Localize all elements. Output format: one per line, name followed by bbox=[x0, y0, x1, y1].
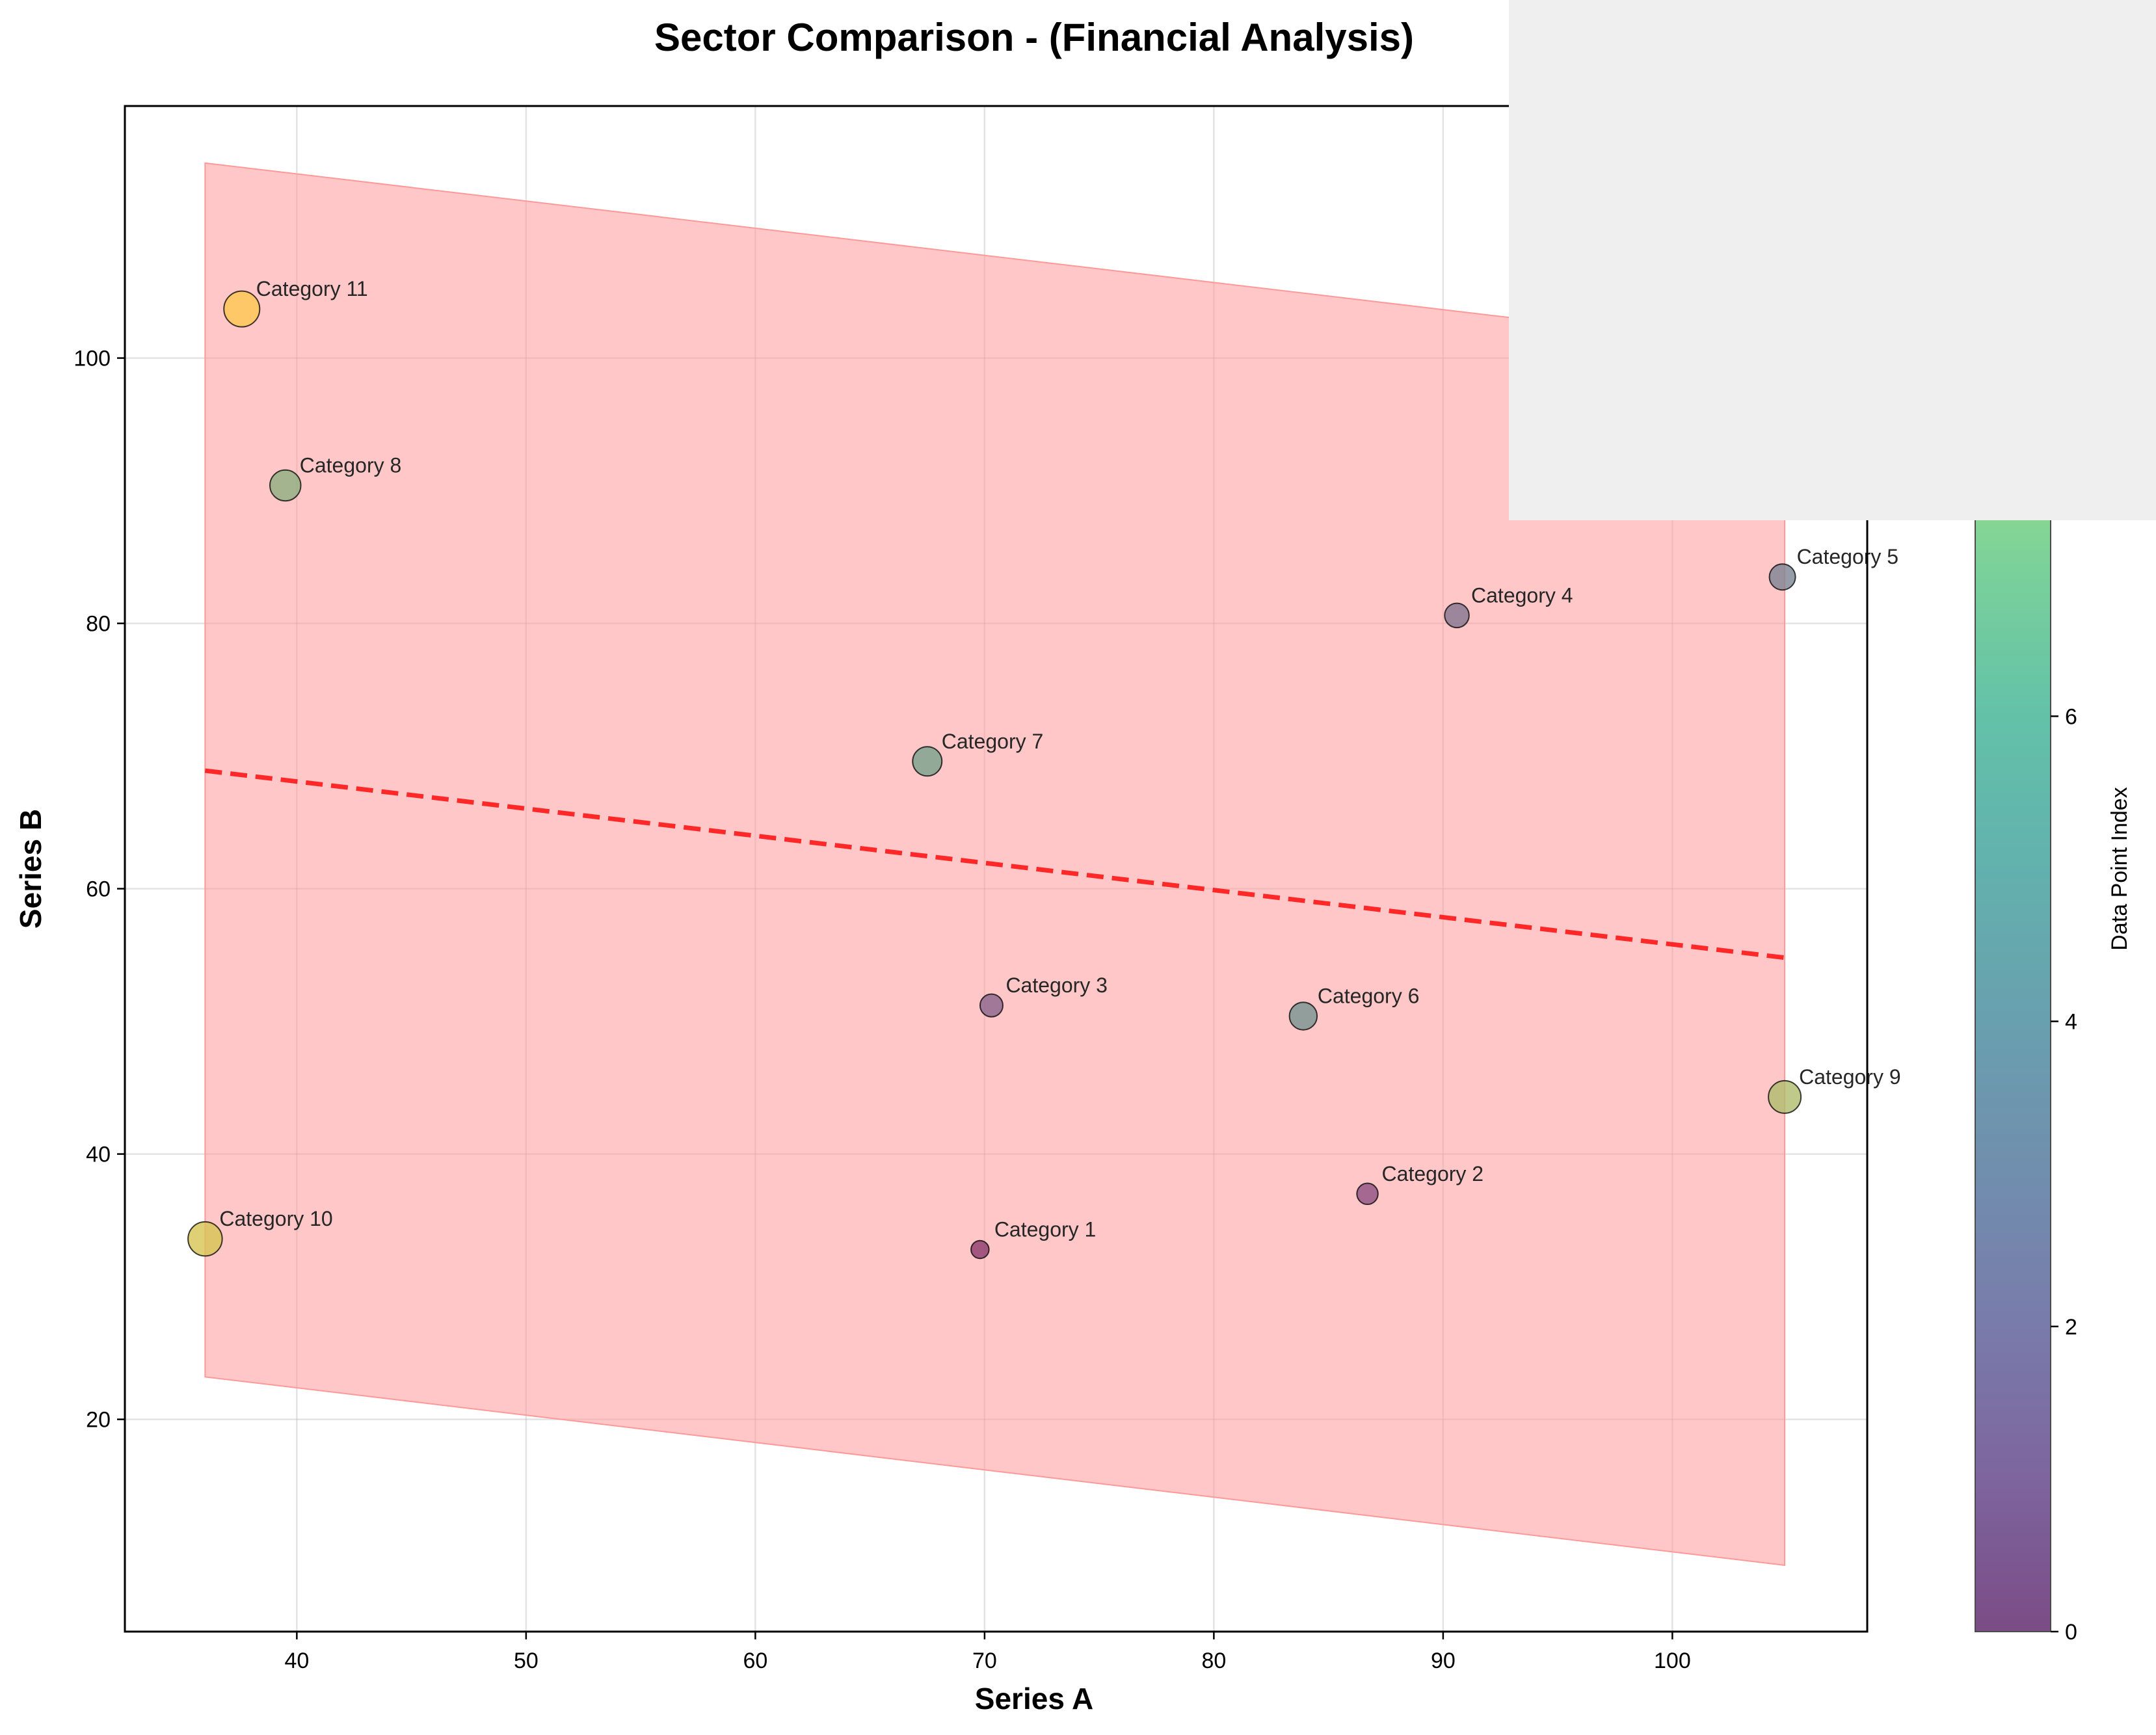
y-tick-label: 20 bbox=[86, 1408, 111, 1433]
y-axis-label: Series B bbox=[14, 809, 47, 929]
colorbar-tick-label: 4 bbox=[2065, 1010, 2077, 1035]
trend-line-path bbox=[204, 768, 1785, 960]
data-point bbox=[1356, 1182, 1379, 1206]
data-point-fill bbox=[971, 1240, 989, 1259]
point-labels: Category 1 Category 2 Category 3 Category 4… bbox=[219, 277, 1900, 1241]
y-tick-label: 100 bbox=[73, 347, 111, 371]
point-label: Category 7 bbox=[942, 730, 1044, 753]
data-point-fill bbox=[1444, 603, 1469, 628]
colorbar-label: Data Point Index bbox=[2107, 787, 2132, 950]
x-tick-label: 60 bbox=[743, 1649, 767, 1673]
data-point bbox=[1444, 602, 1470, 629]
x-tick-label: 50 bbox=[514, 1649, 539, 1673]
x-axis-label: Series A bbox=[975, 1682, 1093, 1715]
x-axis-ticks: 40 50 60 70 80 90 100 bbox=[284, 1632, 1691, 1673]
data-point bbox=[1768, 563, 1796, 591]
data-point bbox=[912, 746, 943, 777]
data-point bbox=[1768, 1079, 1802, 1114]
plot-frame bbox=[124, 105, 1869, 1633]
data-point bbox=[223, 290, 261, 328]
x-tick-label: 40 bbox=[284, 1649, 309, 1673]
y-tick-label: 40 bbox=[86, 1143, 111, 1167]
data-point-fill bbox=[1769, 564, 1796, 590]
point-label: Category 11 bbox=[256, 277, 368, 300]
point-label: Category 2 bbox=[1382, 1162, 1484, 1185]
x-tick-label: 80 bbox=[1201, 1649, 1226, 1673]
data-point bbox=[970, 1239, 990, 1260]
legend-overlay-box bbox=[1509, 0, 2156, 520]
y-axis-ticks: 20 40 60 80 100 bbox=[73, 347, 125, 1433]
x-tick-label: 90 bbox=[1431, 1649, 1456, 1673]
data-point-fill bbox=[1289, 1002, 1318, 1030]
data-point bbox=[269, 469, 302, 502]
x-tick-label: 70 bbox=[972, 1649, 997, 1673]
data-points bbox=[187, 290, 1802, 1260]
y-tick-label: 80 bbox=[86, 612, 111, 637]
point-label: Category 9 bbox=[1799, 1065, 1901, 1089]
data-point bbox=[1288, 1001, 1318, 1031]
point-label: Category 8 bbox=[300, 453, 402, 477]
data-point-fill bbox=[912, 747, 942, 776]
data-point-fill bbox=[1357, 1183, 1378, 1205]
y-tick-label: 60 bbox=[86, 877, 111, 902]
x-tick-label: 100 bbox=[1654, 1649, 1691, 1673]
data-point-fill bbox=[1768, 1080, 1802, 1113]
point-label: Category 4 bbox=[1471, 583, 1573, 607]
data-point-fill bbox=[224, 291, 260, 327]
point-label: Category 5 bbox=[1797, 545, 1899, 568]
data-point bbox=[979, 993, 1004, 1018]
trend-line bbox=[204, 768, 1785, 960]
chart-title: Sector Comparison - (Financial Analysis) bbox=[654, 16, 1414, 59]
point-label: Category 3 bbox=[1005, 973, 1108, 997]
point-label: Category 10 bbox=[219, 1207, 332, 1230]
colorbar-tick-label: 6 bbox=[2065, 704, 2077, 729]
data-point-fill bbox=[270, 470, 301, 501]
point-label: Category 1 bbox=[994, 1217, 1097, 1241]
colorbar-tick-label: 2 bbox=[2065, 1315, 2077, 1340]
data-point bbox=[187, 1221, 223, 1257]
point-label: Category 6 bbox=[1318, 984, 1420, 1007]
data-point-fill bbox=[188, 1221, 222, 1256]
data-point-fill bbox=[979, 994, 1003, 1017]
colorbar-tick-label: 0 bbox=[2065, 1620, 2077, 1645]
colorbar-ticks: 0 2 4 6 bbox=[2051, 704, 2077, 1645]
